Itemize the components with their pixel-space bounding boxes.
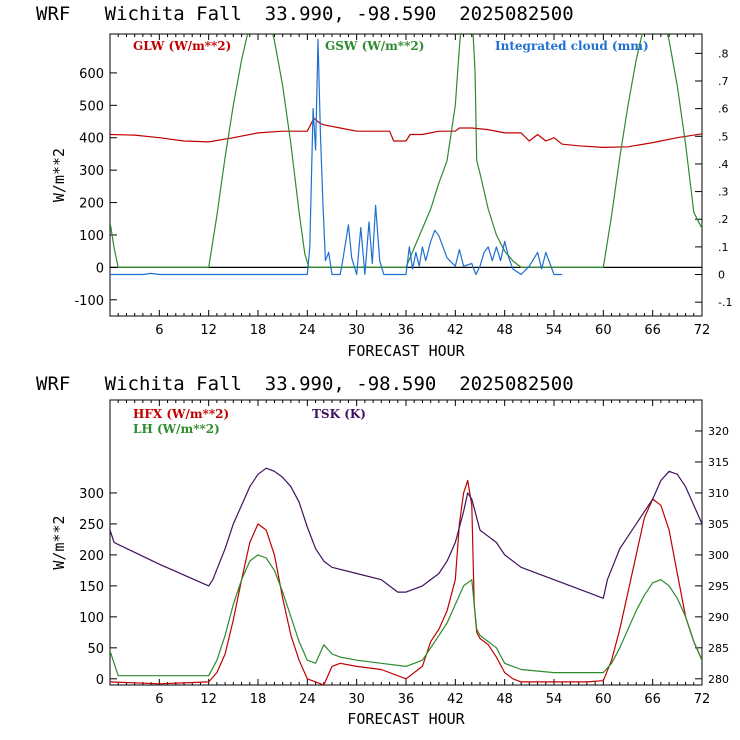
- x-tick-label: 48: [496, 692, 513, 707]
- y2-tick-label: 300: [708, 549, 729, 562]
- y-tick-label: 50: [87, 642, 104, 657]
- y2-tick-label: .4: [718, 158, 729, 171]
- x-tick-label: 72: [694, 692, 711, 707]
- y-tick-label: 250: [79, 518, 104, 533]
- legend-entry-glw: GLW (W/m**2): [133, 39, 231, 53]
- x-tick-label: 18: [250, 323, 267, 338]
- y2-tick-label: 285: [708, 642, 729, 655]
- y-tick-label: -100: [74, 294, 104, 309]
- y2-tick-label: .6: [718, 103, 729, 116]
- legend-entry-lh: LH (W/m**2): [133, 422, 220, 436]
- y2-tick-label: -.1: [718, 296, 732, 309]
- y-tick-label: 200: [79, 549, 104, 564]
- x-tick-label: 48: [496, 323, 513, 338]
- x-tick-label: 60: [595, 323, 612, 338]
- y2-tick-label: .3: [718, 186, 729, 199]
- y2-tick-label: 310: [708, 487, 729, 500]
- x-tick-label: 18: [250, 692, 267, 707]
- plot-frame: [109, 399, 703, 686]
- x-tick-label: 6: [155, 323, 163, 338]
- x-tick-label: 12: [200, 323, 217, 338]
- x-tick-label: 30: [348, 692, 365, 707]
- chart-title: WRF Wichita Fall 33.990, -98.590 2025082…: [36, 3, 574, 25]
- x-tick-label: 36: [398, 323, 415, 338]
- y2-tick-label: .8: [718, 47, 729, 60]
- y-tick-label: 300: [79, 164, 104, 179]
- y2-tick-label: .1: [718, 241, 729, 254]
- series-line-gsw: [110, 34, 702, 268]
- x-tick-label: 42: [447, 692, 464, 707]
- x-tick-label: 42: [447, 323, 464, 338]
- x-tick-label: 6: [155, 692, 163, 707]
- series-line-tsk: [110, 467, 702, 599]
- x-tick-label: 12: [200, 692, 217, 707]
- x-tick-label: 72: [694, 323, 711, 338]
- y-tick-label: 0: [96, 261, 104, 276]
- y2-tick-label: 290: [708, 611, 729, 624]
- x-tick-label: 54: [546, 323, 563, 338]
- y-axis-label: W/m**2: [50, 148, 68, 202]
- y-tick-label: 100: [79, 611, 104, 626]
- y2-tick-label: 320: [708, 425, 729, 438]
- y-tick-label: 400: [79, 132, 104, 147]
- y-tick-label: 600: [79, 67, 104, 82]
- y2-tick-label: .2: [718, 213, 729, 226]
- y2-tick-label: 305: [708, 518, 729, 531]
- x-tick-label: 24: [299, 323, 316, 338]
- y2-tick-label: .7: [718, 75, 729, 88]
- y-tick-label: 200: [79, 197, 104, 212]
- x-tick-label: 66: [644, 692, 661, 707]
- y-tick-label: 150: [79, 580, 104, 595]
- x-tick-label: 60: [595, 692, 612, 707]
- chart-title: WRF Wichita Fall 33.990, -98.590 2025082…: [36, 373, 574, 395]
- y-tick-label: 100: [79, 229, 104, 244]
- y2-tick-label: .5: [718, 130, 729, 143]
- legend-entry-integrated: Integrated cloud (mm): [495, 39, 649, 53]
- y-tick-label: 500: [79, 99, 104, 114]
- series-line-integrated: [110, 38, 563, 276]
- x-tick-label: 24: [299, 692, 316, 707]
- legend-entry-tsk: TSK (K): [312, 407, 366, 421]
- legend-entry-hfx: HFX (W/m**2): [133, 407, 229, 421]
- y-tick-label: 0: [96, 673, 104, 688]
- y2-tick-label: 0: [718, 269, 725, 282]
- x-tick-label: 36: [398, 692, 415, 707]
- series-line-lh: [110, 554, 702, 677]
- x-tick-label: 30: [348, 323, 365, 338]
- y2-tick-label: 280: [708, 673, 729, 686]
- x-tick-label: 54: [546, 692, 563, 707]
- series-line-glw: [110, 117, 702, 148]
- y-axis-label: W/m**2: [50, 515, 68, 569]
- y2-tick-label: 295: [708, 580, 729, 593]
- x-tick-label: 66: [644, 323, 661, 338]
- y2-tick-label: 315: [708, 456, 729, 469]
- legend-entry-gsw: GSW (W/m**2): [325, 39, 424, 53]
- series-line-hfx: [110, 479, 702, 685]
- x-axis-label: FORECAST HOUR: [347, 710, 465, 728]
- x-axis-label: FORECAST HOUR: [347, 342, 465, 360]
- y-tick-label: 300: [79, 487, 104, 502]
